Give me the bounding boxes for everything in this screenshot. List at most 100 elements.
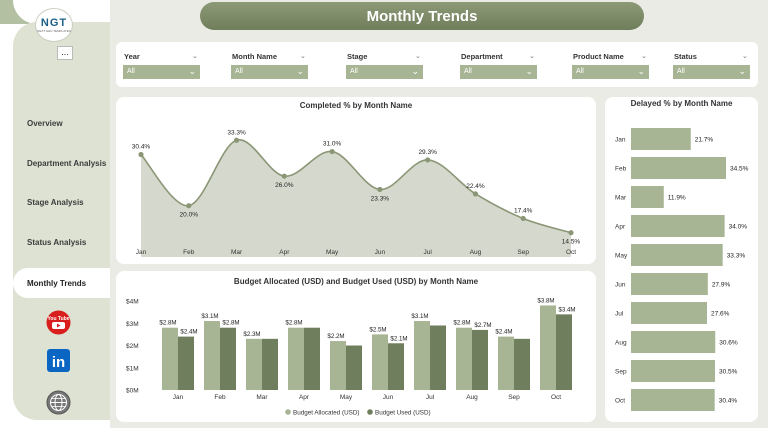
y-tick-jul: Jul xyxy=(615,311,624,318)
bar-allocated-mar xyxy=(246,338,262,390)
x-tick-mar: Mar xyxy=(256,394,268,401)
chevron-down-icon[interactable]: ⌄ xyxy=(742,53,748,60)
completed-area-fill xyxy=(141,139,571,257)
chevron-down-icon[interactable]: ⌄ xyxy=(529,53,535,60)
data-point-sep xyxy=(520,215,526,222)
bar-allocated-aug xyxy=(456,327,472,390)
x-tick-jun: Jun xyxy=(383,394,394,401)
y-tick-feb: Feb xyxy=(615,166,627,173)
bar-used-feb xyxy=(220,327,236,390)
y-tick: $1M xyxy=(126,365,139,372)
data-point-aug xyxy=(472,191,479,197)
data-point-jun xyxy=(377,186,383,193)
data-label-oct: 30.4% xyxy=(719,398,738,405)
legend-swatch-1 xyxy=(367,409,373,415)
chevron-down-icon: ⌄ xyxy=(188,66,196,76)
filter-label: Year xyxy=(124,52,140,61)
data-label-mar: 11.9% xyxy=(668,195,686,202)
x-tick-may: May xyxy=(326,249,339,256)
x-tick-sep: Sep xyxy=(517,249,529,256)
x-tick-oct: Oct xyxy=(566,249,576,256)
chevron-down-icon[interactable]: ⌄ xyxy=(415,53,421,60)
bar-used-jan xyxy=(178,336,194,390)
chevron-down-icon: ⌄ xyxy=(411,66,419,76)
bar-allocated-oct xyxy=(540,305,556,390)
bar-allocated-apr xyxy=(288,327,304,390)
y-tick: $0M xyxy=(126,388,139,395)
x-tick-jan: Jan xyxy=(136,249,147,256)
data-label-used-oct: $3.4M xyxy=(558,306,575,313)
data-label-allocated-feb: $3.1M xyxy=(201,313,218,320)
y-tick-aug: Aug xyxy=(615,340,627,347)
delayed-pct-chart-card: Delayed % by Month Name Jan 21.7% Feb 34.5%… xyxy=(605,97,758,422)
chevron-down-icon: ⌄ xyxy=(525,66,533,76)
data-label-used-aug: $2.7M xyxy=(474,322,491,329)
bar-used-may xyxy=(346,345,362,390)
data-point-may xyxy=(329,148,335,155)
chevron-down-icon[interactable]: ⌄ xyxy=(641,53,647,60)
y-tick-jan: Jan xyxy=(615,137,626,144)
year-dropdown[interactable]: All ⌄ xyxy=(123,65,200,79)
delayed-pct-bar-chart: Jan 21.7% Feb 34.5% Mar 11.9% Apr 34.0% May 33.3%… xyxy=(615,128,749,411)
status-dropdown[interactable]: All ⌄ xyxy=(673,65,750,79)
stage-dropdown[interactable]: All ⌄ xyxy=(346,65,423,79)
bar-jan xyxy=(631,128,691,150)
data-label-allocated-sep: $2.4M xyxy=(495,329,512,336)
more-options-button[interactable]: ... xyxy=(57,46,73,60)
bar-allocated-sep xyxy=(498,336,514,390)
data-label-oct: 14.5% xyxy=(562,239,581,246)
completed-pct-area-chart: 30.4% Jan 20.0% Feb 33.3% Mar 26.0% Apr 31.0% May… xyxy=(132,129,581,257)
x-tick-apr: Apr xyxy=(299,394,310,401)
x-tick-aug: Aug xyxy=(470,249,482,256)
data-point-jul xyxy=(425,157,431,163)
linkedin-icon[interactable]: in xyxy=(46,348,71,373)
bar-may xyxy=(631,244,723,266)
product-name-dropdown[interactable]: All ⌄ xyxy=(572,65,649,79)
y-tick: $2M xyxy=(126,343,139,350)
chart-title: Delayed % by Month Name xyxy=(630,99,733,108)
x-tick-sep: Sep xyxy=(508,394,520,401)
logo-text: NGT xyxy=(40,17,68,29)
chart-title: Budget Allocated (USD) and Budget Used (… xyxy=(233,277,479,286)
sidebar-item-status-analysis[interactable]: Status Analysis xyxy=(27,238,87,247)
bar-allocated-feb xyxy=(204,321,220,390)
x-tick-mar: Mar xyxy=(231,249,243,256)
data-label-allocated-jan: $2.8M xyxy=(159,320,176,327)
x-tick-feb: Feb xyxy=(183,249,195,256)
page-title-bar: Monthly Trends xyxy=(200,2,644,30)
budget-chart-card: Budget Allocated (USD) and Budget Used (… xyxy=(116,271,596,422)
data-label-jan: 21.7% xyxy=(695,137,714,144)
chevron-down-icon[interactable]: ⌄ xyxy=(300,53,306,60)
data-label-aug: 30.6% xyxy=(719,340,738,347)
data-point-oct xyxy=(568,230,574,236)
budget-column-chart: $0M $1M $2M $3M $4M $2.8M $2.4M Jan $3.1M $2.8M Fe… xyxy=(126,297,576,416)
youtube-icon[interactable]: You Tube xyxy=(46,310,71,335)
data-label-allocated-may: $2.2M xyxy=(327,333,344,340)
data-label-jul: 29.3% xyxy=(418,149,437,156)
chevron-down-icon[interactable]: ⌄ xyxy=(192,53,198,60)
data-point-jan xyxy=(138,151,144,158)
chevron-down-icon: ⌄ xyxy=(738,66,746,76)
data-label-aug: 22.4% xyxy=(466,183,485,190)
filter-label: Product Name xyxy=(573,52,624,61)
data-label-allocated-apr: $2.8M xyxy=(285,320,302,327)
sidebar-item-monthly-trends[interactable]: Monthly Trends xyxy=(27,279,87,288)
data-label-allocated-aug: $2.8M xyxy=(453,320,470,327)
sidebar-item-overview[interactable]: Overview xyxy=(27,119,63,128)
bar-feb xyxy=(631,157,726,179)
sidebar-item-department-analysis[interactable]: Department Analysis xyxy=(27,159,107,168)
filter-label: Month Name xyxy=(232,52,277,61)
department-dropdown[interactable]: All ⌄ xyxy=(460,65,537,79)
filter-label: Stage xyxy=(347,52,368,61)
bar-used-mar xyxy=(262,338,278,390)
y-tick-apr: Apr xyxy=(615,224,626,231)
data-label-sep: 30.5% xyxy=(719,369,738,376)
y-tick-may: May xyxy=(615,253,628,260)
globe-icon[interactable] xyxy=(46,390,71,415)
youtube-icon-label: You Tube xyxy=(47,316,69,322)
data-label-used-jan: $2.4M xyxy=(180,329,197,336)
legend-swatch-0 xyxy=(285,409,291,415)
month-name-dropdown[interactable]: All ⌄ xyxy=(231,65,308,79)
bar-used-sep xyxy=(514,338,530,390)
sidebar-item-stage-analysis[interactable]: Stage Analysis xyxy=(27,198,84,207)
